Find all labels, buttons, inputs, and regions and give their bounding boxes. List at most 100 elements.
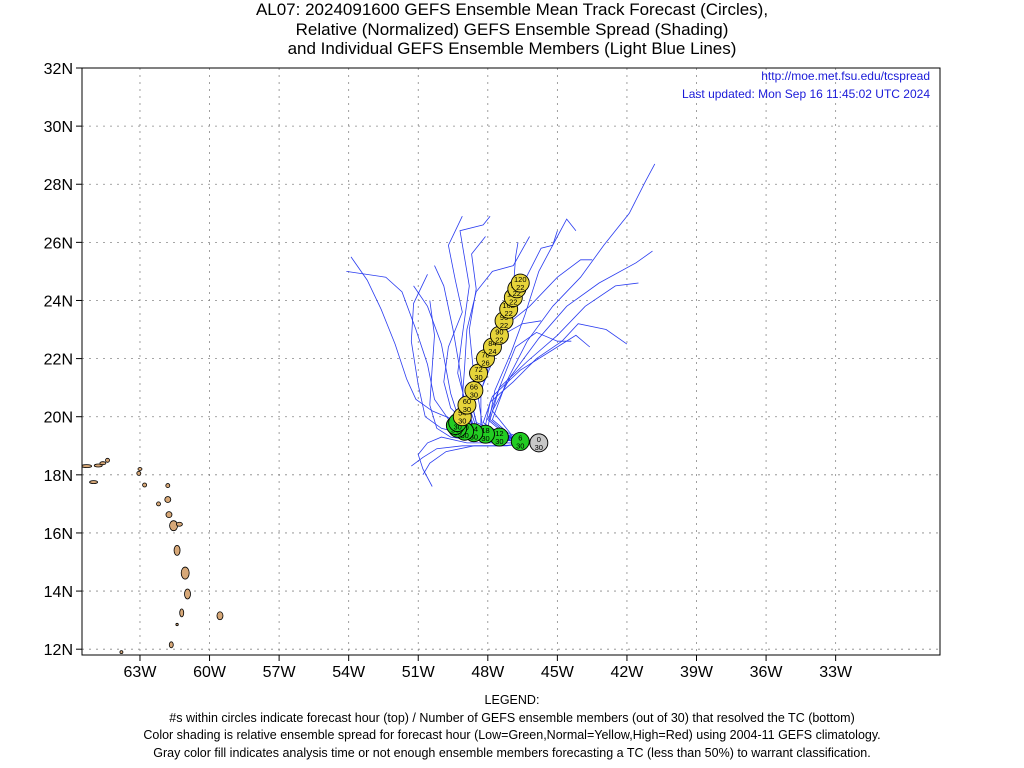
island	[164, 496, 172, 503]
lon-tick-label: 33W	[819, 664, 853, 681]
island	[142, 482, 148, 488]
title-line-2: Relative (Normalized) GEFS Ensemble Spre…	[295, 19, 729, 39]
island	[93, 463, 103, 468]
forecast-hour-label: 60	[463, 397, 471, 406]
lat-tick-label: 32N	[44, 61, 73, 78]
island	[99, 461, 107, 466]
island	[175, 521, 183, 527]
member-count-label: 30	[516, 441, 524, 450]
member-count-label: 26	[481, 359, 489, 368]
island	[119, 650, 124, 654]
track-circle	[510, 273, 530, 293]
title-line-3: and Individual GEFS Ensemble Members (Li…	[287, 39, 737, 58]
forecast-hour-label: 24	[470, 425, 478, 434]
ensemble-member-track	[491, 163, 656, 444]
lat-tick-label: 14N	[44, 584, 73, 601]
island	[136, 470, 142, 476]
forecast-hour-label: 72	[474, 365, 482, 374]
forecast-hour-label: 90	[495, 327, 503, 336]
lon-tick-label: 51W	[402, 664, 436, 681]
lon-tick-label: 60W	[193, 664, 227, 681]
lat-tick-label: 16N	[44, 526, 73, 543]
member-count-label: 30	[474, 373, 482, 382]
track-point-0h: 030	[529, 433, 549, 453]
mean-track: 0306301230183024303030363042304830543060…	[445, 273, 549, 453]
title-line-1: AL07: 2024091600 GEFS Ensemble Mean Trac…	[255, 0, 769, 19]
member-count-label: 22	[500, 321, 508, 330]
lon-tick-label: 48W	[471, 664, 505, 681]
member-count-label: 30	[463, 405, 471, 414]
member-count-label: 22	[509, 298, 517, 307]
island	[180, 566, 190, 580]
member-count-label: 30	[458, 417, 466, 426]
forecast-hour-label: 12	[495, 429, 503, 438]
member-count-label: 30	[460, 431, 468, 440]
lon-tick-label: 39W	[680, 664, 714, 681]
island	[175, 622, 179, 627]
island	[168, 641, 174, 649]
member-count-label: 30	[495, 437, 503, 446]
legend-line-3: Gray color fill indicates analysis time …	[153, 745, 871, 760]
lat-tick-label: 28N	[44, 177, 73, 194]
lat-axis: 32N 30N 28N 26N 24N 22N 20N 18N 16N 14N 12N	[44, 61, 82, 659]
member-count-label: 22	[505, 309, 513, 318]
island	[169, 520, 178, 532]
lat-tick-label: 18N	[44, 468, 73, 485]
lon-tick-label: 57W	[263, 664, 297, 681]
legend-heading: LEGEND:	[484, 693, 540, 707]
forecast-hour-label: 6	[518, 433, 522, 442]
forecast-hour-label: 0	[537, 435, 541, 444]
island	[105, 457, 110, 463]
member-count-label: 30	[535, 443, 543, 452]
ensemble-member-track	[491, 250, 653, 444]
plot-background	[82, 68, 940, 655]
track-point-6h: 630	[510, 431, 530, 451]
island	[137, 467, 143, 471]
member-count-label: 30	[470, 433, 478, 442]
lon-tick-label: 54W	[332, 664, 366, 681]
last-updated: Last updated: Mon Sep 16 11:45:02 UTC 20…	[682, 87, 930, 101]
member-count-label: 24	[488, 347, 496, 356]
lon-tick-label: 42W	[610, 664, 644, 681]
track-circle	[529, 433, 549, 453]
island	[216, 611, 224, 621]
island	[165, 483, 171, 488]
lat-tick-label: 24N	[44, 293, 73, 310]
member-count-label: 22	[495, 335, 503, 344]
member-count-label: 30	[453, 423, 461, 432]
forecast-hour-label: 120	[514, 275, 527, 284]
ensemble-member-tracks	[346, 163, 656, 487]
member-count-label: 22	[516, 283, 524, 292]
forecast-hour-label: 78	[481, 351, 489, 360]
legend-line-2: Color shading is relative ensemble sprea…	[143, 728, 881, 742]
forecast-hour-label: 18	[481, 426, 489, 435]
lat-tick-label: 22N	[44, 352, 73, 369]
track-circle	[464, 381, 484, 401]
ensemble-member-track	[411, 442, 539, 467]
island	[173, 544, 181, 556]
track-circle	[510, 431, 530, 451]
member-count-label: 30	[470, 391, 478, 400]
island	[82, 464, 93, 469]
island	[165, 511, 173, 519]
source-url[interactable]: http://moe.met.fsu.edu/tcspread	[761, 69, 930, 83]
member-count-label: 22	[513, 289, 521, 298]
island	[89, 480, 98, 484]
forecast-hour-label: 66	[470, 383, 478, 392]
legend: LEGEND: #s within circles indicate forec…	[0, 692, 1024, 762]
forecast-hour-label: 84	[488, 339, 496, 348]
lat-tick-label: 30N	[44, 119, 73, 136]
map-plot: 0306301230183024303030363042304830543060…	[44, 61, 941, 681]
island	[156, 501, 161, 507]
island	[184, 588, 191, 600]
plot-frame	[81, 67, 941, 656]
chart-title: AL07: 2024091600 GEFS Ensemble Mean Trac…	[0, 0, 1024, 59]
lon-axis: 63W 60W 57W 54W 51W 48W 45W 42W 39W 36W 33W	[124, 655, 853, 681]
lat-tick-label: 20N	[44, 410, 73, 427]
lat-tick-label: 12N	[44, 642, 73, 659]
lon-tick-label: 63W	[124, 664, 158, 681]
